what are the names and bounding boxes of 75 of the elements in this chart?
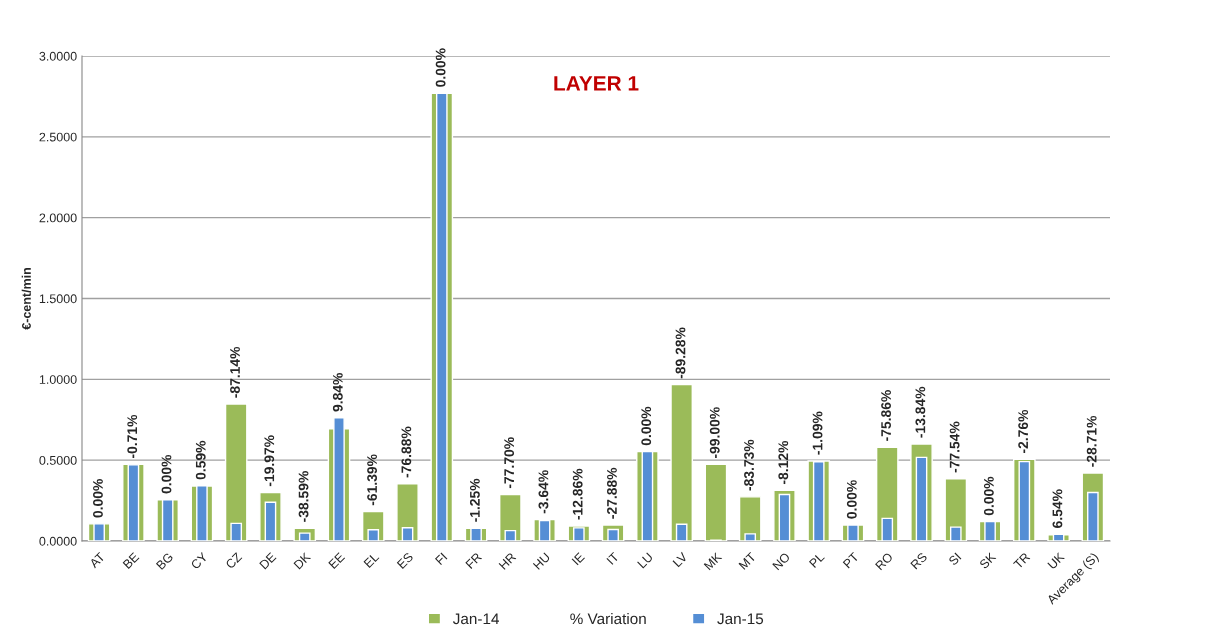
annotation: -38.59%: [298, 471, 309, 522]
annotation: -99.00%: [709, 407, 720, 459]
x-tick-label: RS: [910, 552, 928, 570]
legend-label: Jan-15: [717, 613, 764, 625]
x-tick-label: IE: [571, 552, 585, 566]
y-tick-label: 0.0000: [39, 536, 77, 546]
annotation: 9.84%: [332, 372, 343, 412]
annotation: -89.28%: [675, 327, 686, 379]
x-tick-label: FR: [465, 552, 483, 569]
text: LAYER 1: [554, 76, 639, 91]
x-tick-label: LU: [637, 552, 654, 569]
annotation: -3.64%: [538, 470, 549, 514]
annotation: -77.54%: [949, 421, 960, 473]
x-tick-label: IT: [606, 551, 620, 565]
y-tick-label: 2.5000: [39, 132, 77, 142]
x-tick-label: DE: [259, 552, 277, 570]
annotation: -2.76%: [1018, 409, 1029, 453]
x-tick-label: ES: [396, 552, 414, 569]
bar: [704, 463, 728, 541]
annotation: -61.39%: [367, 454, 378, 506]
text: % Variation: [570, 612, 646, 625]
annotation: -87.14%: [230, 346, 240, 398]
annotation: -8.12%: [778, 440, 789, 485]
x-tick-label: EL: [363, 552, 380, 568]
annotation: -1.25%: [469, 478, 480, 522]
x-tick-label: LV: [672, 551, 689, 568]
x-tick-label: CY: [190, 551, 209, 570]
annotation: -13.84%: [915, 386, 926, 438]
x-tick-label: EE: [328, 552, 346, 569]
y-tick-label: 2.0000: [39, 213, 77, 223]
annotation: -27.88%: [607, 467, 617, 519]
annotation: 0.00%: [846, 480, 857, 519]
annotation: -77.70%: [504, 437, 515, 489]
y-tick-label: 1.5000: [39, 294, 77, 304]
x-tick-label: DK: [293, 551, 312, 570]
annotation: 0.00%: [93, 479, 103, 518]
annotation: 0.00%: [435, 48, 446, 87]
annotation: 0.00%: [983, 476, 994, 516]
x-tick-label: HR: [498, 552, 517, 570]
x-tick-label: NO: [772, 552, 791, 571]
x-tick-label: PT: [842, 551, 860, 569]
annotation: -28.71%: [1086, 415, 1097, 467]
x-tick-label: MT: [738, 551, 757, 570]
legend-label: Jan-14: [452, 613, 499, 625]
y-tick-label: 1.0000: [39, 375, 77, 384]
annotation: 6.54%: [1052, 489, 1063, 528]
x-tick-label: CZ: [225, 551, 243, 570]
annotation: -0.71%: [127, 414, 138, 459]
x-tick-label: RO: [874, 552, 894, 571]
x-tick-label: BG: [155, 552, 174, 570]
y-tick-label: 3.0000: [39, 51, 77, 61]
x-tick-label: MK: [703, 551, 723, 571]
x-tick-label: BE: [122, 552, 140, 569]
x-tick-label: HU: [532, 552, 551, 570]
x-tick-label: SI: [948, 552, 962, 566]
x-tick-label: PL: [808, 552, 825, 568]
annotation: 0.59%: [195, 440, 206, 480]
bar: [224, 403, 248, 541]
annotation: 0.00%: [161, 454, 172, 494]
bar: [670, 383, 693, 541]
annotation: 0.00%: [641, 406, 652, 446]
y-tick-label: 0.5000: [39, 455, 77, 465]
annotation: -83.73%: [744, 439, 754, 491]
x-tick-label: SK: [978, 551, 997, 570]
annotation: -75.86%: [881, 390, 891, 441]
x-tick-label: TR: [1013, 552, 1031, 570]
bar: [738, 496, 762, 541]
x-tick-label: FI: [435, 552, 448, 565]
annotation: -19.97%: [264, 435, 275, 487]
y-axis-title: €-cent/min: [21, 268, 32, 330]
x-tick-label: UK: [1047, 551, 1065, 570]
annotation: -76.88%: [401, 426, 412, 478]
annotation: -12.86%: [572, 468, 583, 520]
annotation: -1.09%: [812, 411, 823, 455]
x-tick-label: AT: [88, 551, 106, 569]
